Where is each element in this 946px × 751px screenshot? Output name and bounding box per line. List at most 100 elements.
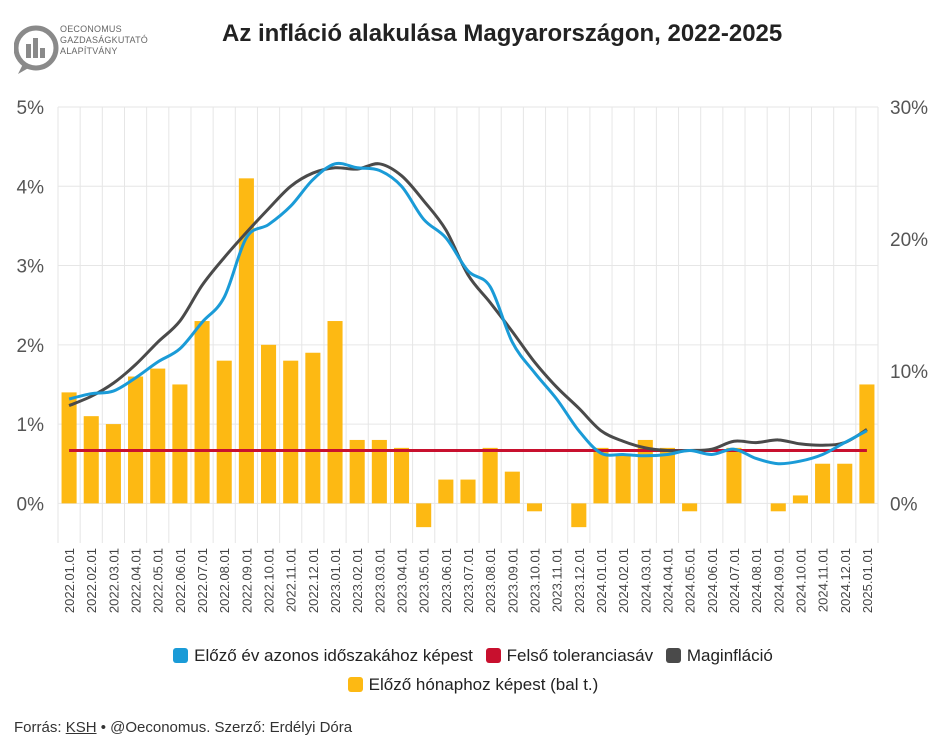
bar-monthly bbox=[327, 321, 343, 504]
y-left-tick-label: 5% bbox=[17, 98, 45, 119]
inflation-chart: 5% 4% 3% 2% 1% 0% 30% 20% 10% 0% 2022.01.01 2022.02… bbox=[17, 98, 929, 613]
bar-monthly bbox=[393, 447, 410, 504]
x-tick-label: 2024.10.01 bbox=[793, 548, 808, 613]
x-tick-label: 2022.05.01 bbox=[151, 548, 166, 613]
bar-monthly bbox=[371, 439, 387, 504]
bar-monthly bbox=[283, 360, 299, 504]
bar-monthly bbox=[859, 384, 875, 504]
x-tick-label: 2022.10.01 bbox=[262, 548, 277, 613]
x-tick-label: 2023.03.01 bbox=[372, 548, 387, 613]
logo-text: OECONOMUS GAZDASÁGKUTATÓ ALAPÍTVÁNY bbox=[60, 24, 148, 57]
core-inflation-line bbox=[68, 162, 868, 453]
bar-monthly bbox=[261, 344, 277, 504]
bar-monthly bbox=[238, 178, 254, 504]
legend-row-1: Előző év azonos időszakához képest Felső… bbox=[0, 646, 946, 666]
x-tick-label: 2024.06.01 bbox=[705, 548, 720, 613]
bar-monthly bbox=[615, 455, 631, 504]
bar-monthly bbox=[770, 503, 786, 512]
legend-label-yoy: Előző év azonos időszakához képest bbox=[194, 646, 473, 665]
legend-item-yoy[interactable]: Előző év azonos időszakához képest bbox=[173, 646, 473, 666]
x-tick-label: 2022.08.01 bbox=[217, 548, 232, 613]
bar-monthly bbox=[305, 352, 321, 504]
bar-monthly bbox=[172, 384, 188, 504]
bar-monthly bbox=[571, 503, 587, 528]
x-tick-label: 2023.07.01 bbox=[461, 548, 476, 613]
logo-line: GAZDASÁGKUTATÓ bbox=[60, 35, 148, 45]
x-tick-label: 2023.12.01 bbox=[572, 548, 587, 613]
x-tick-label: 2022.07.01 bbox=[195, 548, 210, 613]
legend-item-tolerance[interactable]: Felső toleranciasáv bbox=[485, 646, 654, 666]
x-tick-label: 2023.05.01 bbox=[417, 548, 432, 613]
x-tick-label: 2024.12.01 bbox=[838, 548, 853, 613]
x-tick-label: 2023.11.01 bbox=[550, 548, 565, 612]
x-tick-label: 2023.08.01 bbox=[483, 548, 498, 613]
x-tick-label: 2024.01.01 bbox=[594, 548, 609, 613]
x-tick-label: 2023.10.01 bbox=[527, 548, 542, 613]
bar-monthly bbox=[349, 439, 365, 504]
bar-monthly bbox=[416, 503, 432, 528]
legend-swatch-monthly bbox=[347, 677, 363, 692]
x-tick-label: 2024.02.01 bbox=[616, 548, 631, 613]
footer-rest: • @Oeconomus. Szerző: Erdélyi Dóra bbox=[96, 719, 353, 736]
bar-monthly bbox=[659, 447, 675, 504]
bar-monthly bbox=[593, 447, 609, 504]
legend-item-core[interactable]: Maginfláció bbox=[665, 646, 773, 666]
legend-label-monthly: Előző hónaphoz képest (bal t.) bbox=[368, 675, 599, 694]
y-right-tick-label: 20% bbox=[890, 230, 928, 251]
logo-line: OECONOMUS bbox=[60, 24, 122, 34]
bar-monthly bbox=[837, 463, 853, 504]
bar-monthly bbox=[83, 416, 99, 504]
x-tick-label: 2022.01.01 bbox=[62, 548, 77, 613]
x-tick-label: 2024.04.01 bbox=[660, 548, 675, 613]
bar-monthly bbox=[504, 471, 520, 504]
y-right-tick-label: 10% bbox=[890, 362, 928, 383]
bar-monthly bbox=[194, 321, 210, 504]
x-tick-label: 2022.03.01 bbox=[106, 548, 121, 613]
x-tick-label: 2024.07.01 bbox=[727, 548, 742, 613]
x-tick-label: 2023.04.01 bbox=[395, 548, 410, 613]
y-left-tick-label: 4% bbox=[17, 177, 45, 198]
y-left-tick-label: 3% bbox=[17, 257, 45, 278]
x-tick-label: 2024.03.01 bbox=[638, 548, 653, 613]
bar-monthly bbox=[105, 424, 121, 504]
bar-monthly bbox=[792, 495, 808, 504]
footer-source: Forrás: KSH • @Oeconomus. Szerző: Erdély… bbox=[14, 719, 352, 736]
chart-title: Az infláció alakulása Magyarországon, 20… bbox=[222, 20, 783, 47]
y-right-tick-label: 30% bbox=[890, 98, 928, 119]
x-tick-label: 2022.12.01 bbox=[306, 548, 321, 613]
bar-monthly bbox=[526, 503, 543, 512]
legend-swatch-tolerance bbox=[485, 648, 501, 663]
x-tick-label: 2022.04.01 bbox=[129, 548, 144, 613]
bar-monthly bbox=[61, 392, 77, 504]
x-tick-label: 2024.09.01 bbox=[771, 548, 786, 613]
yoy-inflation-line bbox=[68, 161, 868, 466]
source-link[interactable]: KSH bbox=[65, 719, 97, 736]
x-tick-label: 2024.05.01 bbox=[683, 548, 698, 613]
legend-label-tolerance: Felső toleranciasáv bbox=[506, 646, 654, 665]
legend-item-monthly[interactable]: Előző hónaphoz képest (bal t.) bbox=[347, 675, 599, 695]
bar-monthly bbox=[815, 463, 831, 504]
bar-monthly bbox=[438, 479, 454, 504]
bar-monthly bbox=[682, 503, 698, 512]
bar-monthly bbox=[726, 447, 742, 504]
logo-line: ALAPÍTVÁNY bbox=[60, 46, 118, 56]
x-tick-label: 2022.06.01 bbox=[173, 548, 188, 613]
x-tick-label: 2025.01.01 bbox=[860, 548, 875, 613]
y-right-tick-label: 0% bbox=[890, 494, 918, 515]
y-left-tick-label: 2% bbox=[17, 336, 45, 357]
bar-monthly bbox=[128, 376, 144, 504]
legend-label-core: Maginfláció bbox=[686, 646, 773, 665]
footer-prefix: Forrás: bbox=[14, 719, 66, 736]
x-tick-label: 2023.09.01 bbox=[505, 548, 520, 613]
x-tick-label: 2023.02.01 bbox=[350, 548, 365, 613]
bar-monthly bbox=[460, 479, 476, 504]
x-tick-label: 2024.08.01 bbox=[749, 548, 764, 613]
legend-swatch-yoy bbox=[173, 648, 189, 663]
legend-row-2: Előző hónaphoz képest (bal t.) bbox=[0, 675, 946, 695]
bar-monthly bbox=[482, 447, 498, 504]
x-tick-label: 2024.11.01 bbox=[816, 548, 831, 612]
bar-monthly bbox=[150, 368, 166, 504]
x-tick-label: 2022.11.01 bbox=[284, 548, 299, 612]
y-left-tick-label: 0% bbox=[17, 494, 45, 515]
x-tick-label: 2023.06.01 bbox=[439, 548, 454, 613]
